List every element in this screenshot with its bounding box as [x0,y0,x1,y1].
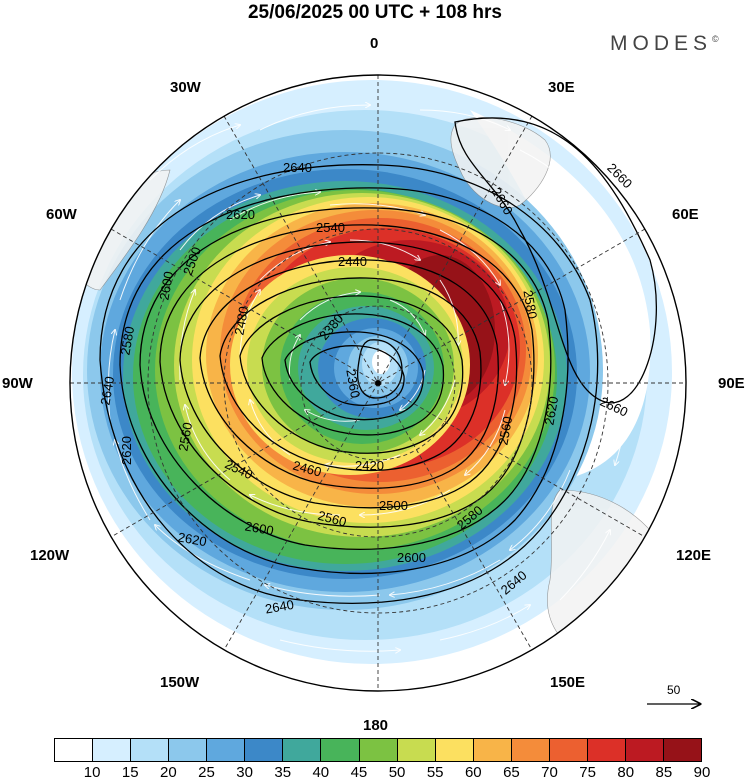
colorbar-ticks: 10 15 20 25 30 35 40 45 50 55 60 65 70 75 80 85 90 [54,764,711,782]
brand-logo: MODES© [610,32,719,55]
colorbar-swatch [55,739,94,761]
colorbar-swatch [587,739,626,761]
colorbar-swatch [207,739,246,761]
pole-marker [375,380,381,386]
colorbar-tick-label: 50 [388,764,406,781]
wind-speed-shading [70,75,686,691]
colorbar-swatch [131,739,170,761]
colorbar-swatch [359,739,398,761]
colorbar-tick-label: 45 [350,764,368,781]
colorbar-tick-label: 60 [464,764,482,781]
colorbar-swatch [321,739,360,761]
colorbar-swatch [397,739,436,761]
colorbar-tick-label: 35 [274,764,292,781]
colorbar-tick-label: 90 [693,764,711,781]
colorbar-tick-label: 75 [579,764,596,781]
colorbar-tick-label: 70 [541,764,558,781]
colorbar-tick-label: 55 [426,764,444,781]
colorbar-swatch [473,739,512,761]
lon-label-90e: 90E [718,375,745,392]
colorbar-tick-label: 20 [160,764,177,781]
lon-label-60w: 60W [46,206,77,223]
colorbar-tick-label: 85 [655,764,673,781]
lon-label-150w: 150W [160,674,200,691]
colorbar-swatch [435,739,474,761]
map-title: 25/06/2025 00 UTC + 108 hrs [247,2,503,23]
colorbar-swatch [549,739,588,761]
lon-label-120w: 120W [30,547,70,564]
lon-label-60e: 60E [672,206,699,223]
lon-label-30w: 30W [170,79,201,96]
colorbar-swatch [511,739,550,761]
colorbar-tick-label: 40 [312,764,330,781]
lon-label-180: 180 [363,717,389,734]
wind-reference-arrow [647,684,705,714]
wind-reference-label: 50 [667,683,681,697]
colorbar [54,738,702,762]
lon-label-0: 0 [370,35,379,52]
lon-label-150e: 150E [550,674,586,691]
colorbar-tick-label: 80 [617,764,635,781]
colorbar-tick-label: 65 [503,764,520,781]
colorbar-swatch [93,739,132,761]
colorbar-tick-label: 25 [198,764,215,781]
lon-label-90w: 90W [2,375,33,392]
colorbar-swatch [245,739,284,761]
colorbar-tick-label: 10 [83,764,101,781]
colorbar-swatch [664,739,702,761]
colorbar-swatch [169,739,208,761]
colorbar-tick-label: 15 [121,764,139,781]
map-boundary [69,74,687,692]
colorbar-swatch [283,739,322,761]
lon-label-120e: 120E [676,547,712,564]
colorbar-swatch [625,739,664,761]
lon-label-30e: 30E [548,79,575,96]
colorbar-tick-label: 30 [236,764,253,781]
